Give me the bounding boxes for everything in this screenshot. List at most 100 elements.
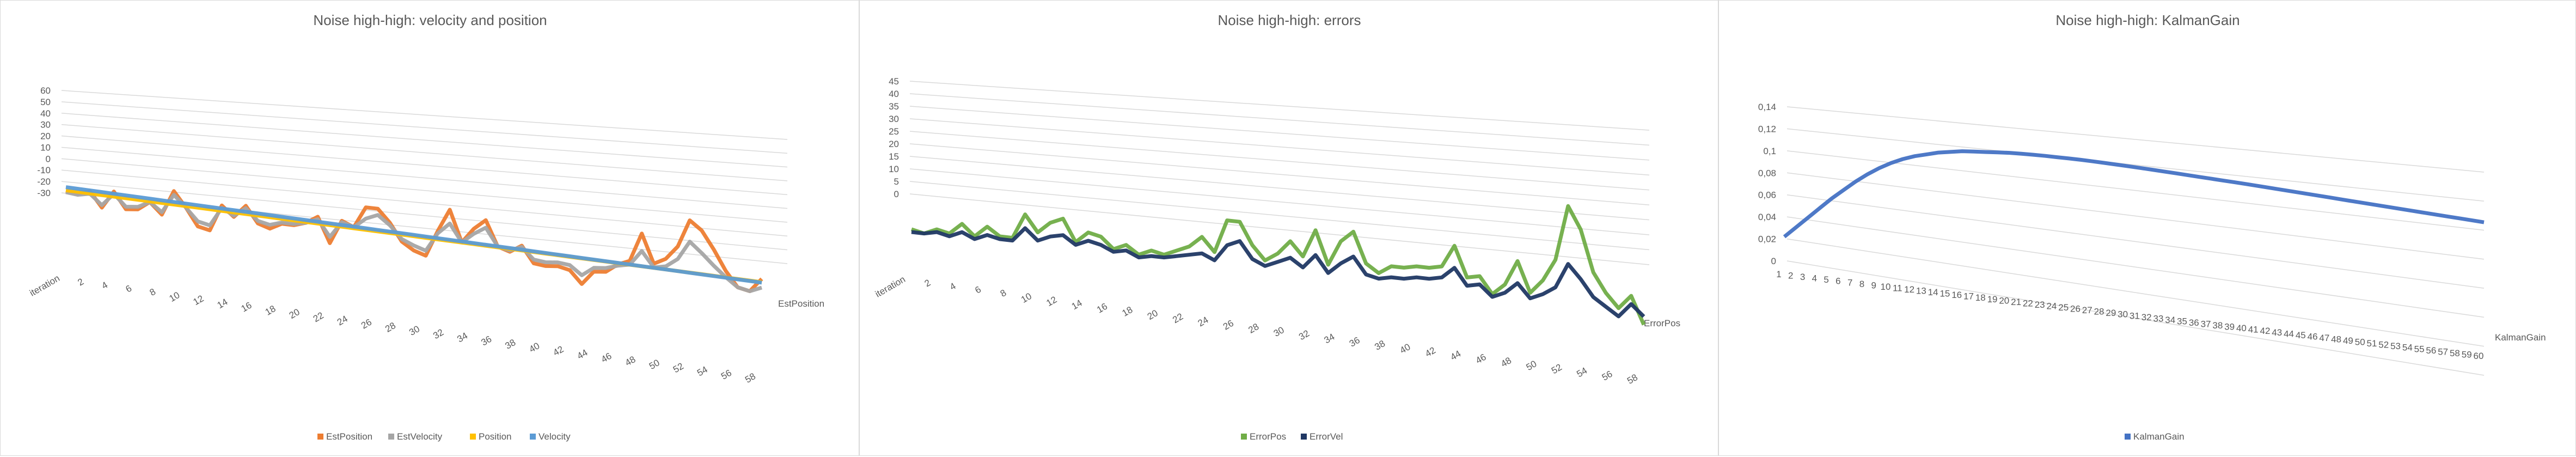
y-tick-label: 15 [889,151,899,162]
gridline [909,143,1650,205]
legend-label-position: Position [479,431,511,442]
x-tick-label: 24 [1196,314,1210,328]
x-tick-label: 48 [1499,355,1513,369]
x-tick-label: 42 [1423,345,1437,359]
y-tick-label: 0 [1771,256,1776,266]
x-tick-label: 12 [1904,284,1914,295]
x-tick-label: 34 [455,331,469,345]
chart-title: Noise high-high: KalmanGain [2055,12,2240,28]
x-tick-label: 37 [2201,319,2211,330]
y-tick-label: 45 [889,76,899,87]
x-tick-label: 2 [923,277,933,289]
x-tick-label: 20 [1999,295,2009,306]
x-tick-label: 58 [1625,372,1639,386]
gridline [1786,106,2485,173]
depth-axis-label: KalmanGain [2495,332,2546,343]
x-tick-label: 26 [1221,318,1235,332]
x-tick-label: 36 [1348,335,1362,349]
x-tick-label: 52 [2378,340,2389,350]
depth-axis-label: ErrorPos [1644,318,1680,328]
x-tick-label: 16 [240,300,254,314]
x-tick-label: 56 [2426,345,2436,356]
x-tick-label: 6 [1835,276,1840,287]
x-tick-label: 13 [1916,286,1926,296]
x-tick-label: 49 [2343,336,2353,346]
x-tick-label: 60 [2474,351,2484,361]
x-tick-label: 41 [2248,325,2259,335]
gridline [1786,260,2485,376]
x-tick-label: 26 [2070,304,2081,314]
x-tick-label: 40 [1398,342,1412,356]
x-tick-label: 50 [2355,337,2365,348]
x-tick-label: 18 [264,303,278,318]
gridline [1786,194,2485,289]
gridline [61,124,788,181]
x-tick-label: 20 [287,307,302,321]
y-tick-label: 50 [40,97,51,107]
x-tick-label: 42 [2260,326,2271,336]
y-tick-label: -10 [37,165,51,175]
x-tick-label: 39 [2224,322,2235,332]
x-tick-label: 57 [2438,346,2448,357]
y-tick-label: 0,04 [1758,212,1776,222]
x-tick-label: 45 [2296,330,2306,340]
x-tick-label: 50 [647,357,662,371]
gridline [61,101,788,154]
legend-swatch-velocity [530,434,536,440]
x-tick-label: 38 [1373,338,1387,352]
x-tick-label: 36 [479,334,493,348]
x-tick-label: 48 [623,354,638,368]
y-tick-label: 0 [46,154,51,164]
x-tick-label: 2 [76,276,85,288]
x-tick-label: 9 [1871,280,1876,290]
y-tick-label: 0,1 [1763,146,1776,156]
y-tick-label: 0,08 [1758,168,1776,178]
gridline [61,169,788,237]
x-tick-label: 2 [1788,271,1793,281]
x-tick-label: 59 [2462,349,2472,359]
y-tick-label: 30 [889,114,899,124]
series-line-errorvel [911,226,1645,319]
x-tick-label: 21 [2011,297,2021,307]
x-tick-label: 46 [1474,352,1488,366]
x-tick-label: iteration [873,274,907,300]
x-tick-label: 24 [2046,301,2057,311]
x-tick-label: 28 [2094,307,2104,317]
x-tick-label: 46 [2308,331,2318,342]
gridline [909,81,1650,131]
x-tick-label: 36 [2189,318,2199,328]
gridline [1786,172,2485,260]
series-line-estvelocity [65,190,763,294]
gridline [909,93,1650,146]
x-tick-label: 58 [2450,348,2460,358]
y-tick-label: 5 [894,176,899,187]
legend-label-estvelocity: EstVelocity [397,431,443,442]
x-tick-label: 14 [216,296,230,310]
x-tick-label: 16 [1951,290,1962,300]
chart-panel-velocity-position: Noise high-high: velocity and position 60… [0,0,859,456]
gridline [909,168,1650,235]
chart-title: Noise high-high: errors [1217,12,1361,28]
x-tick-label: 27 [2082,305,2092,315]
legend-label-kalmangain: KalmanGain [2133,431,2185,442]
x-tick-label: 12 [1044,294,1058,308]
y-tick-label: 40 [889,89,899,99]
x-tick-label: 7 [1847,277,1852,288]
y-tick-label: -20 [37,176,51,187]
gridline [909,131,1650,191]
y-tick-label: 0,06 [1758,190,1776,200]
gridline [61,158,788,223]
y-tick-label: 40 [40,108,51,119]
x-tick-label: 25 [2058,302,2069,313]
x-tick-label: 8 [148,287,158,298]
legend-label-estposition: EstPosition [326,431,372,442]
gridline [61,113,788,168]
x-tick-label: 38 [2212,320,2223,331]
y-tick-label: 0 [894,189,899,199]
x-tick-label: 54 [2402,343,2413,353]
x-tick-label: 16 [1095,301,1109,315]
depth-axis-label: EstPosition [778,298,824,309]
legend-swatch-estposition [317,434,323,440]
x-tick-label: 10 [1881,282,1891,292]
x-tick-label: 56 [1600,369,1614,383]
